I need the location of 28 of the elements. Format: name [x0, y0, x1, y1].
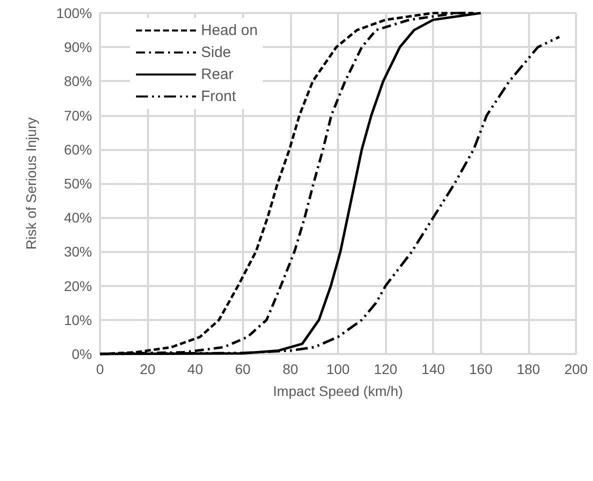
x-tick-label: 20 — [140, 361, 156, 377]
y-tick-label: 100% — [56, 5, 92, 21]
x-tick-label: 80 — [282, 361, 298, 377]
legend-label: Side — [201, 44, 232, 61]
x-tick-label: 60 — [235, 361, 251, 377]
x-tick-label: 200 — [564, 361, 588, 377]
legend-label: Head on — [201, 22, 258, 39]
y-tick-label: 70% — [64, 107, 92, 124]
x-tick-label: 40 — [187, 361, 204, 377]
y-tick-label: 60% — [64, 141, 92, 158]
legend-label: Rear — [201, 66, 234, 83]
legend-label: Front — [201, 88, 237, 105]
y-tick-label: 0% — [72, 346, 92, 362]
x-axis-title: Impact Speed (km/h) — [273, 383, 403, 399]
x-tick-label: 140 — [422, 361, 446, 377]
y-tick-label: 40% — [64, 210, 92, 226]
x-tick-label: 120 — [374, 361, 398, 377]
y-tick-label: 90% — [64, 39, 92, 56]
x-tick-label: 160 — [469, 361, 493, 377]
y-tick-label: 10% — [64, 312, 92, 328]
x-tick-label: 0 — [96, 361, 104, 377]
y-tick-label: 20% — [64, 278, 92, 294]
x-tick-label: 100 — [326, 361, 350, 377]
y-axis-title: Risk of Serious Injury — [23, 117, 39, 250]
x-tick-label: 180 — [516, 361, 540, 377]
y-tick-label: 80% — [64, 73, 92, 90]
y-tick-label: 30% — [64, 244, 92, 260]
y-tick-label: 50% — [64, 176, 92, 192]
